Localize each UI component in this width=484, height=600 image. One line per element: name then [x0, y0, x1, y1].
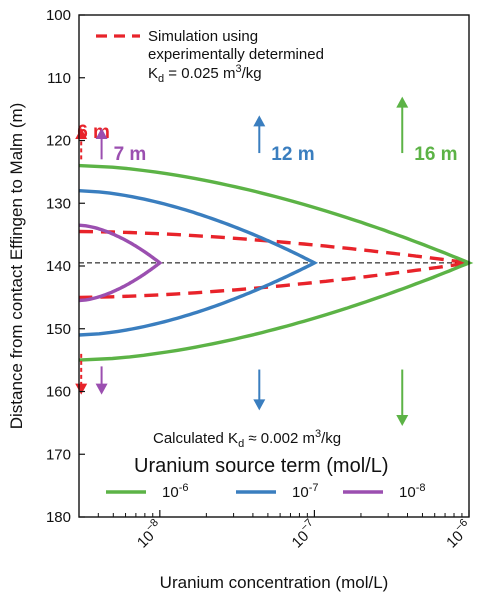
arrow-head	[253, 115, 266, 127]
y-tick-label: 120	[46, 133, 71, 150]
y-tick-label: 170	[46, 446, 71, 463]
x-tick-label: 10−6	[441, 517, 476, 552]
y-tick-label: 150	[46, 321, 71, 338]
y-tick-label: 140	[46, 258, 71, 275]
curves-layer	[78, 163, 474, 362]
y-tick-label: 100	[46, 7, 71, 24]
y-tick-label: 160	[46, 384, 71, 401]
y-tick-label: 180	[46, 509, 71, 526]
legend-entry-label: 10-7	[292, 482, 318, 501]
x-axis-label: Uranium concentration (mol/L)	[160, 573, 389, 592]
series-line-3	[78, 229, 470, 300]
arrow-label: 16 m	[414, 144, 457, 165]
legend-entry-label: 10-6	[162, 482, 188, 501]
arrows-layer: 6 m7 m 12 m 16 m	[75, 96, 458, 427]
legend-label-simulation-line2: experimentally determined	[148, 46, 324, 63]
x-tick-label: 10−8	[132, 517, 167, 552]
arrow-label: 12 m	[271, 144, 314, 165]
ticks-layer: 100 110 120 130 140 150 160 170 180 10−8 10−7 10−6	[46, 7, 476, 552]
series-line-2	[78, 223, 163, 303]
y-axis-label: Distance from contact Effingen to Malm (…	[7, 103, 26, 430]
legend-entry-label: 10-8	[399, 482, 425, 501]
y-tick-label: 130	[46, 195, 71, 212]
legend-label-simulation-line1: Simulation using	[148, 28, 258, 45]
arrow-head	[95, 383, 108, 395]
legend-label-kd-value: Kd = 0.025 m3/kg	[148, 63, 262, 85]
calculated-kd-note: Calculated Kd ≈ 0.002 m3/kg	[153, 428, 341, 450]
arrow-head	[95, 127, 108, 139]
arrow-head	[75, 127, 88, 139]
arrow-head	[253, 399, 266, 411]
arrow-label: 7 m	[114, 144, 147, 165]
arrow-head	[396, 96, 409, 108]
legend-items: 10-6 10-7 10-8	[106, 482, 425, 501]
arrow-head	[396, 415, 409, 427]
series-line-1	[78, 189, 319, 337]
x-tick-label: 10−7	[286, 517, 321, 552]
arrow-head	[75, 383, 88, 395]
legend-title: Uranium source term (mol/L)	[134, 455, 389, 477]
y-tick-label: 110	[47, 70, 71, 87]
